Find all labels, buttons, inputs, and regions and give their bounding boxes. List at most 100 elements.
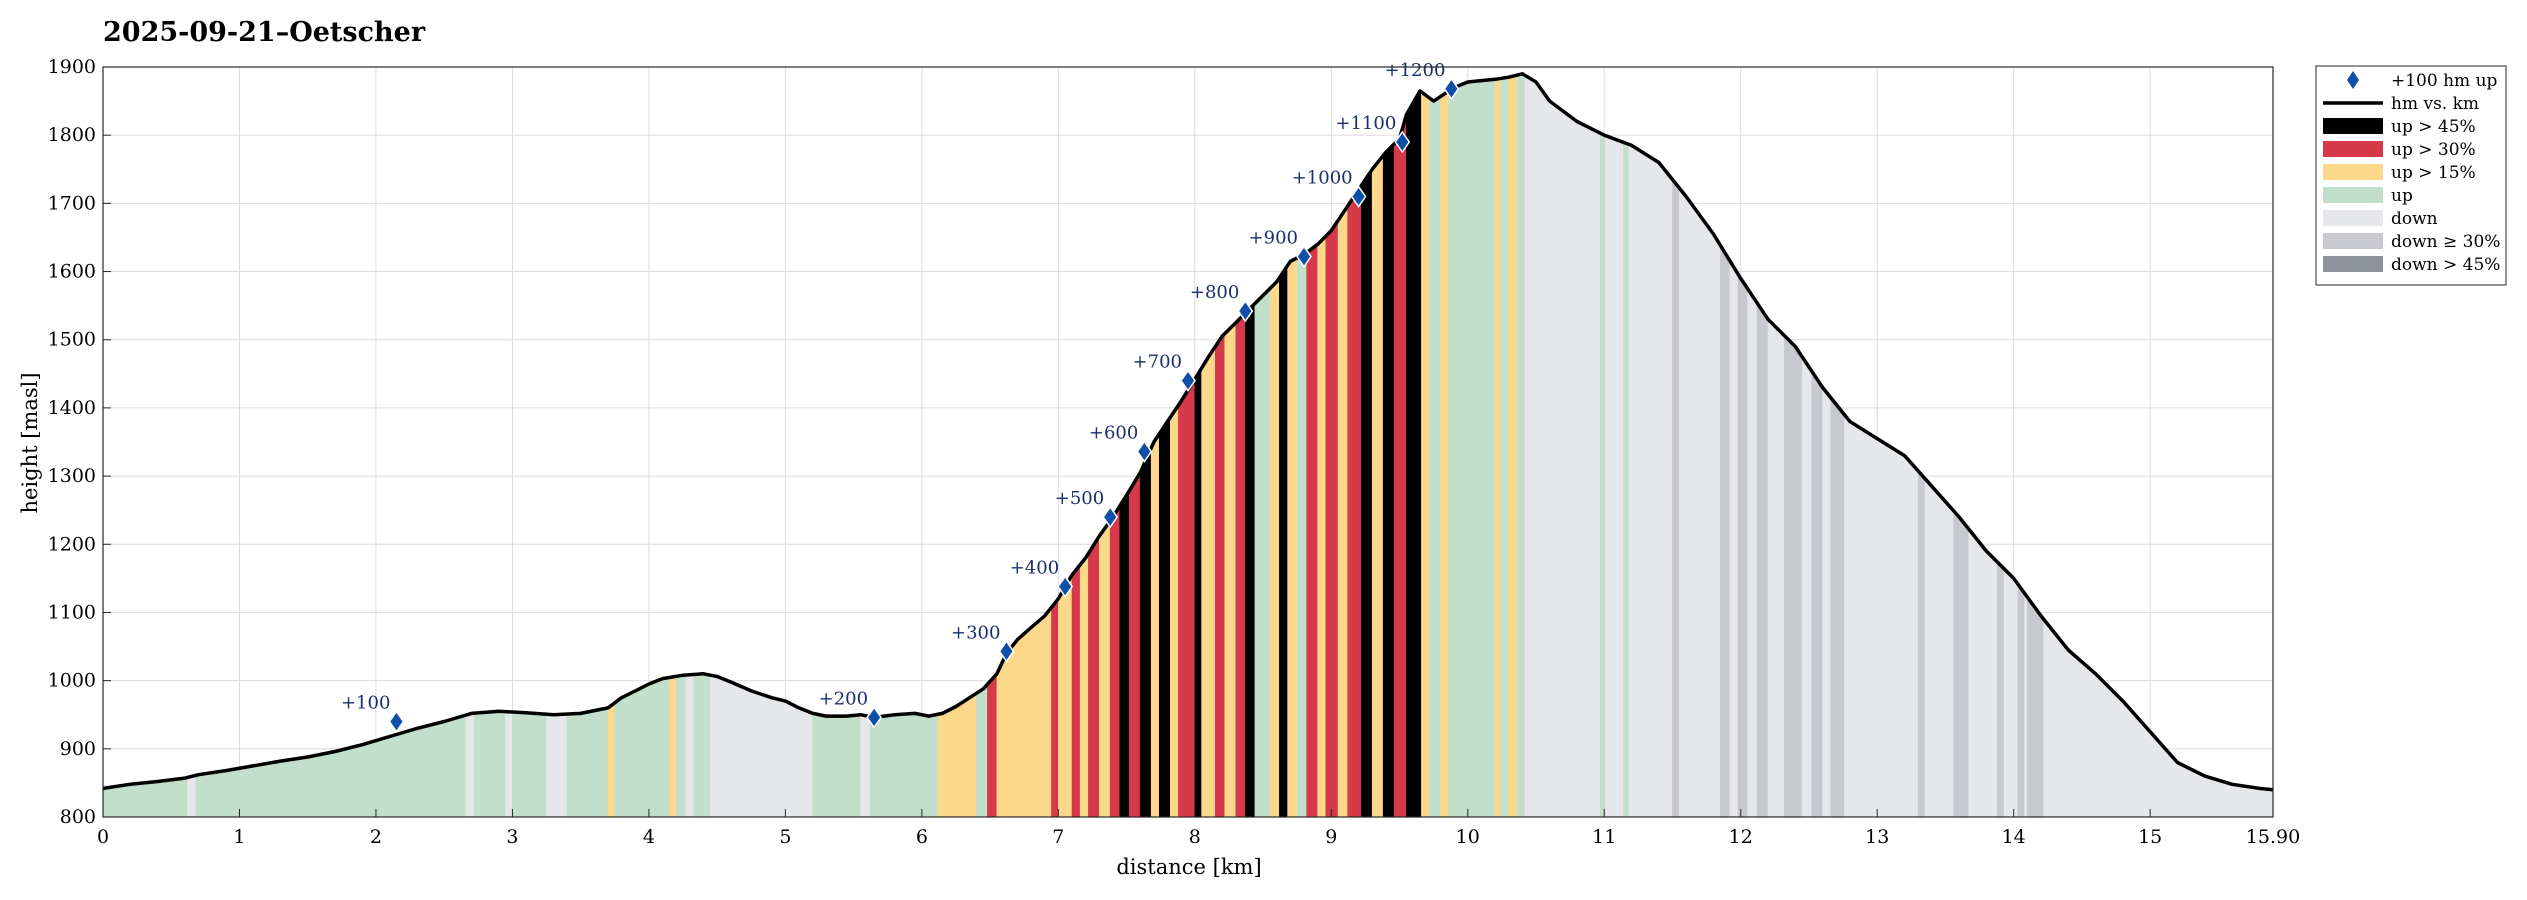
slope-band-down bbox=[1679, 187, 1721, 818]
x-tick-label: 1 bbox=[233, 826, 245, 848]
slope-band-down30 bbox=[1784, 334, 1803, 818]
slope-band-down30 bbox=[1830, 396, 1845, 818]
hm-marker-diamond bbox=[388, 710, 405, 733]
x-tick-label: 7 bbox=[1052, 826, 1064, 848]
slope-band-up15 bbox=[1440, 90, 1449, 818]
legend-label: up bbox=[2391, 186, 2413, 206]
hm-marker-label: +1200 bbox=[1385, 60, 1446, 81]
hm-marker-diamond bbox=[1136, 440, 1153, 463]
legend-label: down ≥ 30% bbox=[2391, 232, 2500, 252]
y-tick-label: 1300 bbox=[48, 465, 96, 487]
hm-marker-diamond bbox=[1057, 575, 1074, 598]
slope-band-up bbox=[1296, 251, 1307, 818]
slope-band-down bbox=[2003, 568, 2019, 818]
slope-band-up15 bbox=[1058, 573, 1073, 818]
slope-band-up bbox=[812, 713, 861, 818]
legend-swatch-patch bbox=[2323, 118, 2383, 134]
slope-band-up15 bbox=[1224, 321, 1237, 818]
legend-label: up > 15% bbox=[2391, 163, 2476, 183]
slope-band-down30 bbox=[1756, 301, 1769, 818]
hm-marker-label: +400 bbox=[1010, 558, 1059, 579]
slope-band-up bbox=[1500, 76, 1509, 818]
slope-band-up15 bbox=[1287, 257, 1298, 818]
slope-band-up15 bbox=[669, 675, 677, 818]
slope-band-down bbox=[187, 775, 197, 818]
slope-band-up bbox=[693, 673, 711, 818]
slope-band-up30 bbox=[1088, 535, 1100, 818]
y-tick-label: 1700 bbox=[48, 192, 96, 214]
slope-band-up30 bbox=[1051, 597, 1059, 818]
hm-marker-label: +1000 bbox=[1292, 168, 1353, 189]
slope-band-up bbox=[1448, 78, 1496, 818]
y-tick-label: 1600 bbox=[48, 261, 96, 283]
slope-band-up bbox=[1429, 95, 1441, 818]
slope-bands bbox=[102, 73, 2274, 818]
hm-marker-label: +800 bbox=[1190, 282, 1239, 303]
slope-band-up bbox=[512, 711, 547, 818]
slope-band-down bbox=[860, 714, 871, 818]
slope-band-down30 bbox=[1811, 370, 1823, 818]
slope-band-up bbox=[675, 674, 687, 818]
slope-band-up bbox=[566, 707, 609, 818]
legend-swatch-patch bbox=[2323, 187, 2383, 203]
x-tick-label: 10 bbox=[1456, 826, 1480, 848]
slope-band-down bbox=[1605, 135, 1624, 818]
slope-band-down bbox=[1767, 318, 1785, 818]
series-line-hm-vs-km bbox=[102, 72, 2274, 792]
slope-band-down bbox=[1628, 143, 1673, 818]
hm-marker-label: +900 bbox=[1249, 228, 1298, 249]
x-tick-label: 4 bbox=[643, 826, 655, 848]
slope-band-down30 bbox=[1997, 561, 2005, 818]
slope-band-up30 bbox=[1215, 332, 1226, 818]
slope-band-up30 bbox=[987, 673, 998, 818]
slope-band-up bbox=[976, 683, 988, 818]
slope-band-down bbox=[1822, 386, 1832, 818]
slope-band-down bbox=[2043, 618, 2274, 818]
y-axis-ticks: 800 900 1000 1100 1200 1300 1400 1500 1600 1700 18… bbox=[48, 56, 111, 828]
slope-band-up bbox=[1599, 132, 1606, 818]
slope-band-up15 bbox=[1337, 205, 1348, 818]
y-tick-label: 1400 bbox=[48, 397, 96, 419]
slope-band-up15 bbox=[1099, 519, 1111, 818]
slope-band-up15 bbox=[1317, 235, 1327, 818]
slope-band-up bbox=[869, 713, 939, 818]
slope-band-up15 bbox=[1201, 345, 1216, 818]
x-tick-label: 15 bbox=[2138, 826, 2162, 848]
hm-marker-diamond bbox=[1180, 369, 1196, 392]
slope-band-down30 bbox=[1917, 470, 1926, 818]
slope-band-up30 bbox=[1347, 184, 1362, 818]
slope-band-up bbox=[1516, 73, 1526, 818]
y-tick-label: 1200 bbox=[48, 533, 96, 555]
slope-band-up45 bbox=[1194, 366, 1202, 818]
slope-band-up15 bbox=[1508, 74, 1518, 818]
slope-band-down bbox=[465, 712, 475, 818]
legend-swatch-marker bbox=[2347, 71, 2359, 89]
legend: +100 hm up hm vs. km up > 45% up > 30% up > … bbox=[2315, 65, 2507, 286]
hm-marker-diamond bbox=[1350, 185, 1367, 208]
y-tick-label: 1100 bbox=[48, 601, 96, 623]
slope-band-up45 bbox=[1119, 489, 1130, 818]
slope-band-up45 bbox=[1139, 447, 1152, 818]
y-tick-label: 800 bbox=[60, 806, 96, 828]
slope-band-up bbox=[1254, 287, 1271, 818]
legend-label: down > 45% bbox=[2391, 255, 2500, 275]
slope-band-down30 bbox=[1953, 510, 1969, 818]
legend-swatch-patch bbox=[2323, 233, 2383, 249]
legend-label: down bbox=[2391, 209, 2438, 229]
legend-swatch-patch bbox=[2323, 256, 2383, 272]
hm-marker-label: +600 bbox=[1089, 423, 1138, 444]
hm-marker-label: +500 bbox=[1055, 488, 1104, 509]
slope-band-up bbox=[195, 714, 467, 818]
slope-band-down30 bbox=[1672, 178, 1680, 818]
hm-marker-diamond bbox=[1237, 299, 1254, 323]
y-tick-label: 1900 bbox=[48, 56, 96, 78]
slope-band-up15 bbox=[1371, 154, 1384, 818]
x-tick-label: 5 bbox=[779, 826, 791, 848]
slope-band-down bbox=[1747, 287, 1758, 818]
slope-band-down bbox=[1968, 528, 1998, 818]
x-tick-label: 11 bbox=[1592, 826, 1616, 848]
x-tick-label: 12 bbox=[1729, 826, 1753, 848]
plot-frame bbox=[102, 66, 2274, 818]
slope-band-up15 bbox=[1079, 552, 1089, 818]
